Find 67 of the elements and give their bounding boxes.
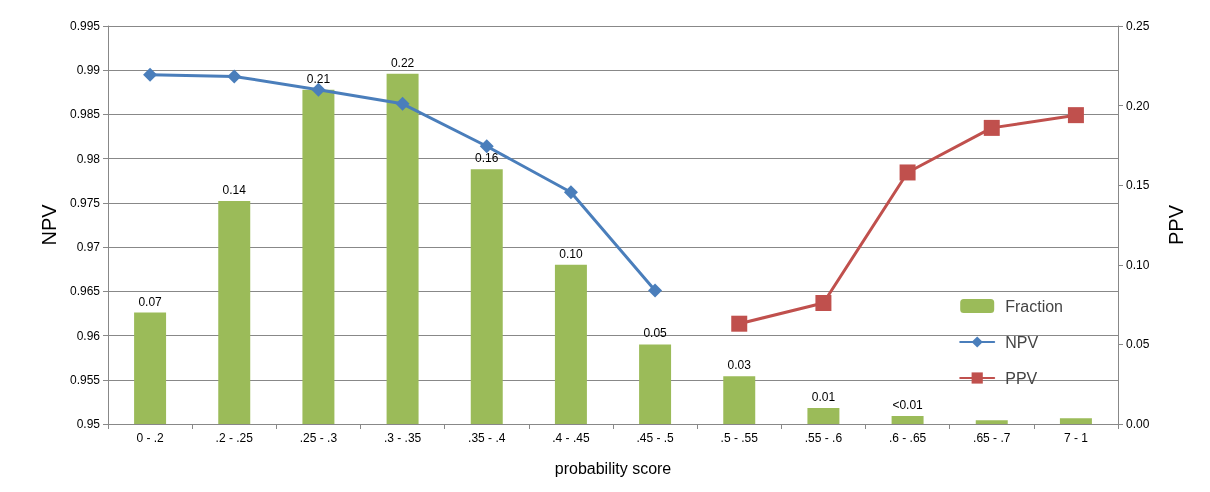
y-tick-label: 0.98	[76, 151, 101, 166]
x-tick-label: .3 - .35	[383, 431, 422, 445]
bar	[891, 416, 924, 424]
data-label: 0.10	[559, 246, 583, 261]
y-tick-label: 0.985	[69, 107, 101, 122]
y2-tick-label: 0.20	[1126, 98, 1150, 113]
x-axis-title: probability score	[554, 459, 672, 477]
bar	[1059, 418, 1092, 424]
point	[143, 67, 158, 82]
point	[648, 283, 663, 298]
point	[479, 139, 494, 154]
bar	[975, 420, 1008, 424]
data-label: 0.01	[811, 390, 836, 405]
point	[815, 295, 832, 312]
y-tick-label: 0.97	[76, 240, 101, 255]
y-axis-title: NPV	[38, 203, 61, 246]
bar	[807, 408, 840, 424]
bar	[639, 344, 672, 424]
x-tick-label: .45 - .5	[636, 431, 675, 445]
y-tick-label: 0.96	[76, 328, 101, 343]
x-tick-label: 0 - .2	[136, 431, 165, 445]
x-tick-label: .25 - .3	[299, 431, 338, 445]
y2-axis-title: PPV	[1165, 204, 1187, 246]
data-label: 0.16	[475, 151, 499, 166]
data-label: 0.07	[138, 294, 163, 309]
x-tick-label: .4 - .45	[552, 431, 590, 445]
data-label: <0.01	[892, 398, 924, 413]
x-tick-label: .5 - .55	[720, 431, 759, 445]
x-tick-label: .55 - .6	[804, 431, 843, 445]
x-tick-label: .35 - .4	[468, 431, 506, 445]
x-tick-label: .65 - .7	[973, 431, 1011, 445]
point	[1067, 107, 1084, 124]
data-label: 0.22	[390, 55, 415, 70]
data-label: 0.21	[306, 71, 331, 86]
point	[983, 119, 1000, 136]
bar	[302, 89, 335, 424]
y-tick-label: 0.975	[69, 195, 101, 210]
y-tick-label: 0.965	[69, 284, 101, 299]
bar	[134, 312, 167, 424]
bar	[554, 264, 587, 424]
data-label: 0.05	[643, 326, 668, 341]
data-label: 0.03	[727, 358, 752, 373]
y-tick-label: 0.955	[69, 372, 101, 387]
point	[899, 164, 916, 181]
legend-label: Fraction	[1005, 297, 1063, 315]
bar	[218, 201, 251, 424]
y2-tick-label: 0.15	[1126, 178, 1150, 193]
x-tick-label: .2 - .25	[215, 431, 254, 445]
y2-tick-label: 0.25	[1126, 19, 1150, 33]
point	[731, 315, 748, 332]
y2-tick-label: 0.05	[1126, 337, 1150, 352]
x-tick-label: .6 - .65	[888, 431, 927, 445]
bar	[470, 169, 503, 424]
point	[563, 185, 578, 200]
point	[311, 82, 326, 97]
y-tick-label: 0.95	[76, 417, 101, 431]
point	[395, 96, 410, 111]
bar	[386, 73, 419, 424]
y-tick-label: 0.99	[76, 63, 101, 78]
y-tick-label: 0.995	[69, 19, 101, 33]
bar	[723, 376, 756, 424]
legend-label: NPV	[1005, 333, 1039, 351]
y2-tick-label: 0.00	[1126, 417, 1150, 431]
point	[227, 69, 242, 84]
x-tick-label: 7 - 1	[1063, 431, 1089, 445]
data-label: 0.14	[222, 183, 247, 198]
y2-tick-label: 0.10	[1126, 257, 1150, 272]
